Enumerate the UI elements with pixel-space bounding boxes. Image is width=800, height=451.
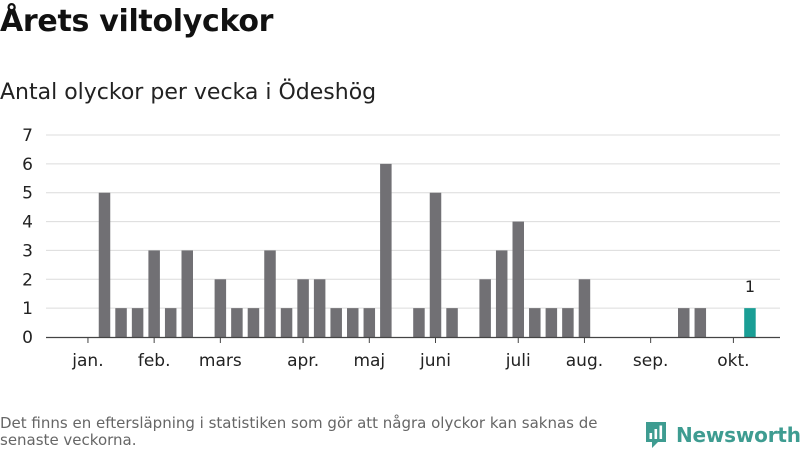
bar-week-23 [446,308,458,337]
x-axis-ticks: jan. feb. mars apr. maj juni juli aug. sep. okt. [71,337,750,371]
y-tick-label-3: 3 [22,241,33,261]
bar-week-5 [148,250,160,337]
bar-week-10 [231,308,243,337]
bar-week-3 [115,308,127,337]
y-tick-label-4: 4 [22,213,33,233]
bar-week-41 [744,308,756,337]
bar-week-15 [313,279,326,337]
x-tick-label-feb.: feb. [138,351,171,371]
x-tick-label-sep.: sep. [633,351,669,371]
bar-week-2 [98,192,111,337]
bar-week-13 [280,308,293,337]
bar-week-12 [264,250,276,337]
data-labels: 1 [745,277,755,296]
bar-week-9 [214,279,227,337]
x-tick-label-maj: maj [353,351,385,371]
bar-week-27 [512,221,524,337]
y-tick-label-0: 0 [22,328,33,348]
x-tick-label-okt.: okt. [717,351,749,371]
bar-week-38 [694,308,707,337]
chart-subtitle: Antal olyckor per vecka i Ödeshög [0,80,377,105]
y-tick-label-2: 2 [22,270,33,290]
x-tick-label-jan.: jan. [71,351,103,371]
bar-week-31 [578,279,591,337]
bar-week-18 [363,308,376,337]
bar-week-26 [495,250,508,337]
bar-week-7 [181,250,193,337]
y-tick-label-6: 6 [22,155,33,175]
bars [98,163,756,337]
bar-week-21 [413,308,425,337]
x-tick-label-apr.: apr. [287,351,319,371]
bar-week-4 [131,308,144,337]
x-tick-label-juli: juli [505,351,531,371]
y-axis-ticks: 0 1 2 3 4 5 6 7 [22,126,33,348]
bar-week-28 [529,308,541,337]
page-title: Årets viltolyckor [0,4,274,39]
bar-week-22 [429,192,442,337]
x-tick-label-aug.: aug. [566,351,603,371]
brand-logo[interactable]: Newsworthy [644,419,800,451]
data-label-week-41: 1 [745,277,755,296]
footnote: Det finns en eftersläpning i statistiken… [0,414,598,449]
bar-week-11 [247,308,260,337]
y-tick-label-5: 5 [22,184,33,204]
bar-week-6 [164,308,177,337]
x-tick-label-mars: mars [199,351,242,371]
bar-chart: 0 1 2 3 4 5 6 7 jan. feb. mars apr. maj juni juli aug.… [22,126,780,371]
bar-week-17 [347,308,359,337]
brand-name: Newsworthy [676,423,800,447]
y-tick-label-1: 1 [22,299,33,319]
newsworthy-logo-icon [646,422,666,448]
bar-week-25 [479,279,491,337]
bar-week-16 [330,308,342,337]
bar-week-29 [545,308,558,337]
y-tick-label-7: 7 [22,126,33,146]
bar-week-14 [297,279,309,337]
bar-week-37 [678,308,690,337]
x-tick-label-juni: juni [419,351,451,371]
bar-week-30 [562,308,574,337]
bar-week-19 [380,163,392,337]
